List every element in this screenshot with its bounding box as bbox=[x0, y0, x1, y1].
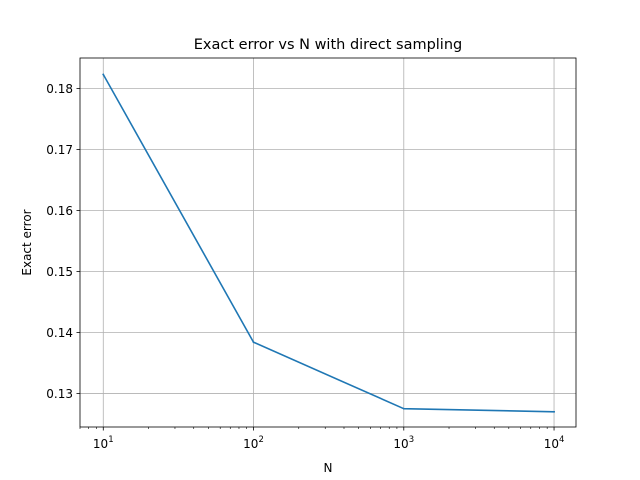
x-tick-label: 101 bbox=[93, 435, 114, 451]
y-tick-label: 0.16 bbox=[46, 204, 73, 218]
y-tick-label: 0.14 bbox=[46, 326, 73, 340]
x-axis-label: N bbox=[324, 461, 333, 475]
x-tick-label: 104 bbox=[544, 435, 565, 451]
data-point bbox=[252, 341, 255, 344]
series-layer bbox=[102, 73, 555, 413]
y-axis-label: Exact error bbox=[20, 209, 34, 275]
data-point bbox=[402, 407, 405, 410]
series-line bbox=[102, 73, 555, 413]
ticks-layer: 101 102 103 104 0.13 0.14 0.15 0.16 0.17 0.18 bbox=[46, 82, 564, 451]
y-tick-label: 0.15 bbox=[46, 265, 73, 279]
data-point bbox=[553, 410, 555, 413]
x-tick-label: 103 bbox=[393, 435, 414, 451]
grid-layer bbox=[80, 58, 576, 427]
y-tick-label: 0.18 bbox=[46, 82, 73, 96]
data-point bbox=[102, 73, 105, 76]
plot-area-frame bbox=[79, 57, 577, 428]
y-tick-label: 0.17 bbox=[46, 143, 73, 157]
x-tick-label: 102 bbox=[243, 435, 264, 451]
y-tick-label: 0.13 bbox=[46, 387, 73, 401]
chart-title: Exact error vs N with direct sampling bbox=[194, 37, 462, 53]
